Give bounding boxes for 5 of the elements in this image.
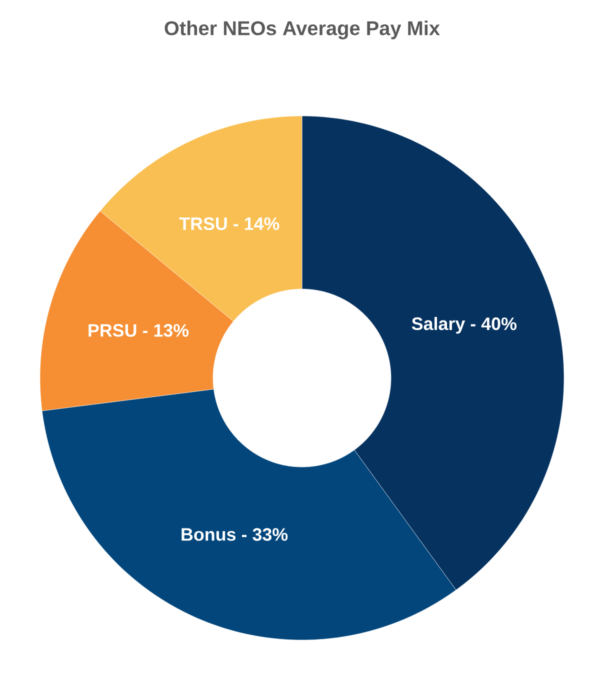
chart-title: Other NEOs Average Pay Mix: [164, 20, 440, 40]
slice-label: PRSU - 13%: [88, 324, 189, 337]
slice-label: TRSU - 14%: [179, 217, 280, 230]
slice-label: Salary - 40%: [412, 316, 516, 334]
slice-label: Bonus - 33%: [182, 528, 288, 541]
